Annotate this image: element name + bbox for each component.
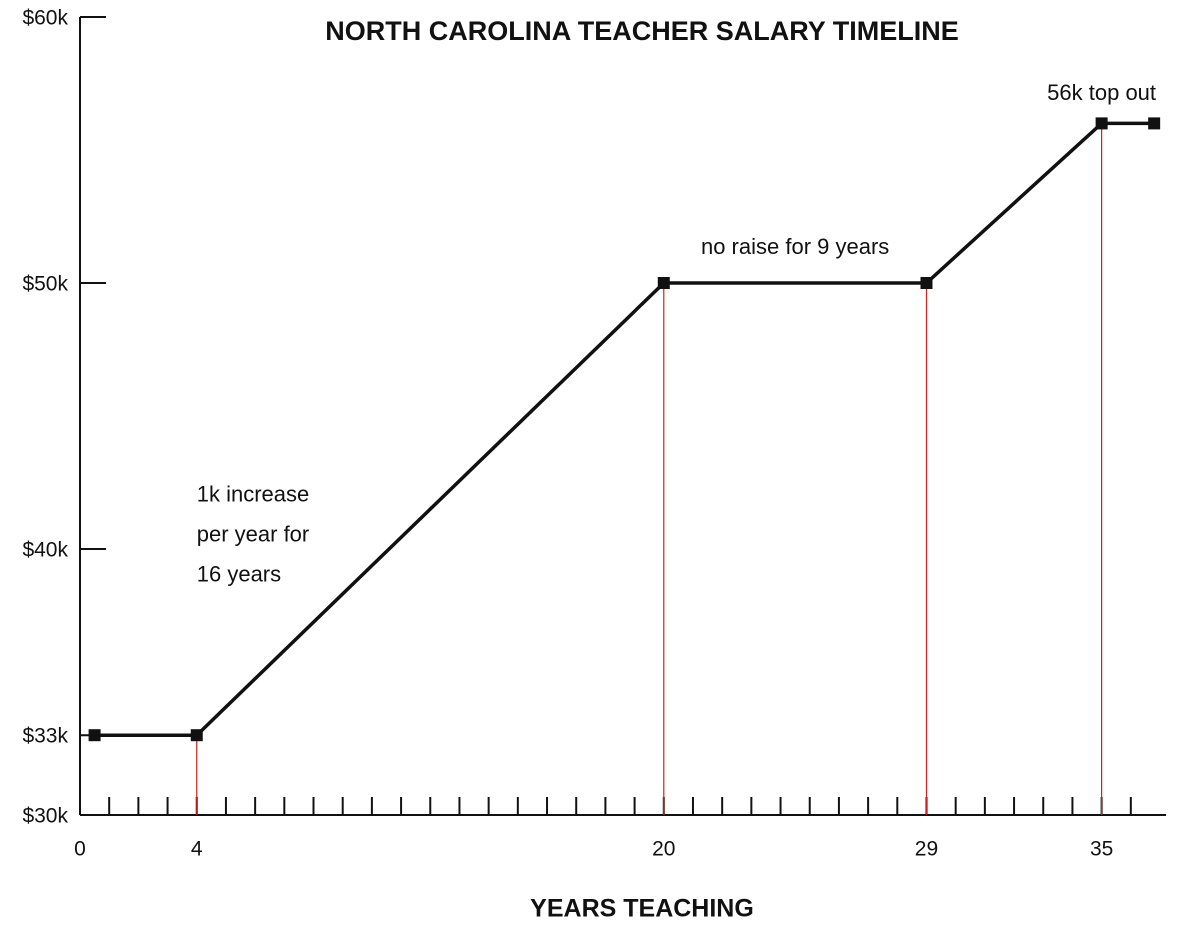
annotation: 56k top out: [1047, 80, 1156, 105]
annotation: 16 years: [197, 562, 281, 587]
point-marker: [88, 729, 101, 742]
x-tick-label: 0: [74, 838, 86, 861]
x-axis-title: YEARS TEACHING: [530, 895, 754, 923]
point-marker: [190, 729, 203, 742]
chart-title: NORTH CAROLINA TEACHER SALARY TIMELINE: [325, 16, 959, 46]
x-tick-label: 35: [1090, 838, 1113, 861]
annotation: per year for: [197, 522, 310, 547]
salary-line: [94, 121, 1155, 737]
y-tick-label: $40k: [22, 539, 68, 562]
x-tick-label: 20: [652, 838, 675, 861]
x-tick-label: 4: [191, 838, 203, 861]
point-marker: [657, 277, 670, 289]
x-tick-label: 29: [915, 838, 938, 861]
annotation: 1k increase: [197, 482, 310, 507]
y-tick-label: $33k: [22, 725, 68, 748]
y-tick-label: $60k: [22, 7, 68, 30]
point-marker: [1095, 117, 1108, 130]
y-tick-label: $50k: [22, 273, 68, 296]
annotation: no raise for 9 years: [701, 234, 889, 259]
point-marker: [920, 277, 933, 289]
y-tick-label: $30k: [22, 805, 68, 828]
point-marker: [1148, 117, 1161, 130]
